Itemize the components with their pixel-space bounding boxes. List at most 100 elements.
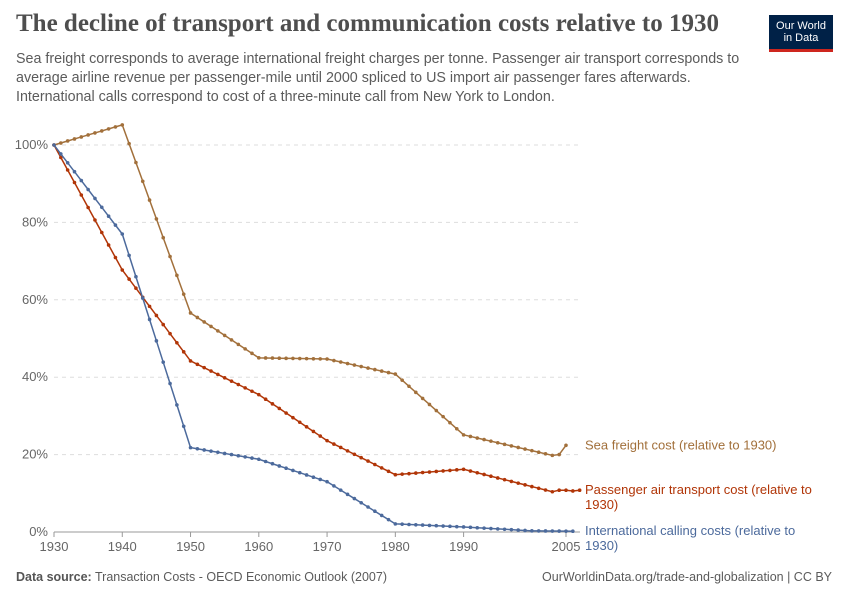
data-point [393, 472, 398, 477]
data-point [65, 168, 70, 172]
data-point [338, 488, 343, 492]
data-point [502, 527, 507, 532]
data-point [188, 311, 193, 315]
data-point [564, 529, 568, 533]
owid-logo[interactable]: Our World in Data [769, 15, 833, 52]
data-point [448, 468, 452, 473]
data-point [277, 406, 282, 411]
series-line [53, 123, 567, 457]
data-point [127, 141, 131, 146]
data-point [359, 364, 364, 369]
data-point [168, 254, 172, 259]
data-point [79, 193, 84, 197]
data-point [106, 243, 111, 247]
data-point [461, 525, 466, 529]
data-point [495, 476, 500, 480]
series-label[interactable]: International calling costs (relative to… [585, 523, 795, 553]
data-point [99, 230, 104, 235]
data-point [509, 444, 514, 448]
data-point [550, 529, 555, 533]
x-tick-label: 1970 [313, 539, 342, 554]
data-point [495, 440, 500, 445]
data-point [120, 232, 125, 236]
data-point [147, 317, 152, 322]
data-point [59, 155, 63, 160]
data-point [188, 359, 193, 363]
series-label[interactable]: Passenger air transport cost (relative t… [585, 482, 812, 512]
data-point [195, 315, 200, 320]
data-point [216, 372, 220, 377]
data-point [59, 141, 63, 145]
data-point [161, 235, 166, 240]
data-point [86, 205, 90, 210]
data-point [147, 304, 152, 309]
x-tick-label: 2005 [552, 539, 581, 554]
data-point [216, 329, 220, 333]
x-tick-label: 1980 [381, 539, 410, 554]
data-point [420, 396, 425, 401]
data-point [427, 470, 432, 474]
data-point [209, 449, 213, 453]
logo-line-1: Our World [776, 20, 826, 32]
data-point [393, 372, 398, 376]
data-point [530, 529, 534, 533]
data-point [120, 123, 125, 127]
data-point [414, 471, 418, 475]
data-point [195, 362, 200, 367]
data-point [386, 370, 391, 375]
data-point [93, 196, 97, 201]
data-point [106, 127, 111, 131]
data-point [99, 129, 104, 133]
data-point [454, 524, 459, 529]
data-point [366, 366, 370, 370]
data-point [468, 434, 473, 439]
data-point [99, 205, 104, 210]
data-point [52, 143, 56, 147]
data-source-text[interactable]: Transaction Costs - OECD Economic Outloo… [94, 570, 387, 584]
data-point [502, 477, 507, 482]
data-point [113, 223, 118, 227]
data-point [482, 526, 486, 530]
data-point [263, 397, 268, 402]
data-point [134, 274, 138, 279]
footer-link[interactable]: OurWorldinData.org/trade-and-globalizati… [542, 570, 832, 584]
data-point [516, 445, 521, 450]
chart-title: The decline of transport and communicati… [16, 10, 719, 37]
data-point [543, 488, 548, 492]
data-point [441, 469, 445, 473]
data-point [454, 426, 459, 431]
data-point [236, 453, 241, 458]
data-point [489, 474, 493, 479]
series-label[interactable]: Sea freight cost (relative to 1930) [585, 437, 777, 452]
data-point [79, 135, 84, 139]
data-point [475, 470, 480, 475]
data-point [550, 489, 555, 494]
data-point [352, 363, 357, 367]
data-point [188, 445, 193, 450]
data-point [373, 462, 377, 467]
data-point [516, 528, 521, 532]
data-point [161, 322, 166, 327]
data-point [461, 433, 466, 437]
data-point [454, 468, 459, 472]
data-point [72, 137, 77, 141]
data-point [311, 356, 316, 361]
data-point [352, 452, 357, 457]
data-point [311, 429, 316, 434]
data-point [147, 198, 152, 202]
data-point [434, 523, 439, 528]
data-point [202, 320, 206, 324]
data-point [93, 131, 97, 135]
data-point [291, 415, 295, 420]
data-point [243, 347, 247, 351]
data-point [523, 528, 527, 533]
data-point [523, 483, 527, 487]
data-point [243, 455, 247, 459]
data-point [536, 450, 541, 455]
data-point [195, 446, 200, 451]
data-point [216, 450, 220, 455]
data-point [345, 492, 350, 497]
data-point [222, 333, 227, 338]
data-point [475, 525, 480, 530]
